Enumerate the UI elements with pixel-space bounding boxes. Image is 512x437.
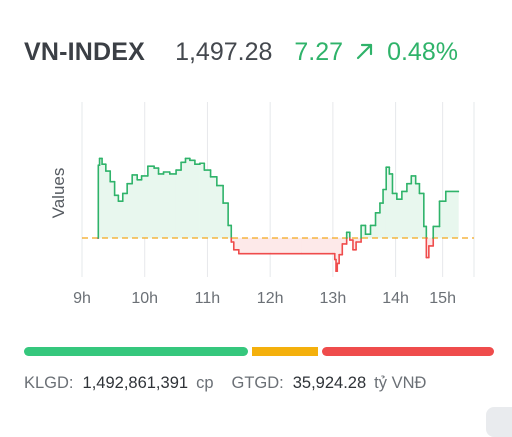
area-fill [185, 158, 189, 238]
area-fill [102, 164, 106, 238]
area-fill [142, 176, 148, 238]
area-fill [217, 186, 223, 238]
advance-segment [24, 347, 248, 356]
x-tick-label: 9h [73, 290, 91, 307]
unchanged-segment [252, 347, 319, 356]
area-fill [137, 180, 141, 238]
area-fill [159, 174, 164, 238]
area-fill [433, 226, 439, 238]
area-fill [115, 195, 119, 238]
area-fill [132, 175, 137, 238]
area-fill [148, 166, 154, 238]
area-fill [170, 174, 176, 238]
volume-label: KLGD: [24, 374, 74, 393]
area-fill [181, 162, 185, 238]
x-tick-label: 14h [382, 290, 409, 307]
x-tick-label: 11h [195, 290, 221, 307]
decline-segment [322, 347, 494, 356]
area-fill [392, 193, 396, 238]
trading-summary: KLGD: 1,492,861,391 cp GTGD: 35,924.28 t… [24, 374, 426, 393]
area-fill [154, 168, 158, 238]
area-fill [440, 201, 446, 238]
area-fill [190, 160, 195, 238]
corner-tab[interactable] [486, 407, 512, 437]
x-tick-label: 10h [131, 290, 158, 307]
value-amount: 35,924.28 [293, 374, 366, 393]
value-unit: tỷ VNĐ [374, 374, 426, 393]
area-fill [302, 238, 333, 254]
value-label: GTGD: [232, 374, 284, 393]
area-fill [270, 238, 301, 254]
volume-unit: cp [196, 374, 213, 393]
x-tick-label: 15h [429, 290, 456, 307]
area-fill [411, 176, 415, 238]
volume-value: 1,492,861,391 [83, 374, 189, 393]
area-fill [239, 238, 270, 254]
area-fill [100, 158, 103, 238]
area-fill [195, 164, 200, 238]
area-fill [176, 170, 181, 238]
x-tick-label: 13h [320, 290, 347, 307]
market-breadth-bar [24, 347, 494, 356]
x-tick-labels: 9h 10h 11h 12h 13h 14h 15h [73, 290, 456, 307]
area-fill [397, 199, 402, 238]
area-fill [204, 170, 210, 238]
x-tick-label: 12h [257, 290, 284, 307]
area-fill [200, 163, 204, 238]
area-fill [164, 172, 170, 238]
intraday-chart: 9h 10h 11h 12h 13h 14h 15h [0, 0, 512, 420]
area-fill [118, 201, 122, 238]
y-axis-label: Values [49, 168, 69, 219]
area-fill [446, 191, 459, 238]
area-fill [211, 177, 217, 238]
